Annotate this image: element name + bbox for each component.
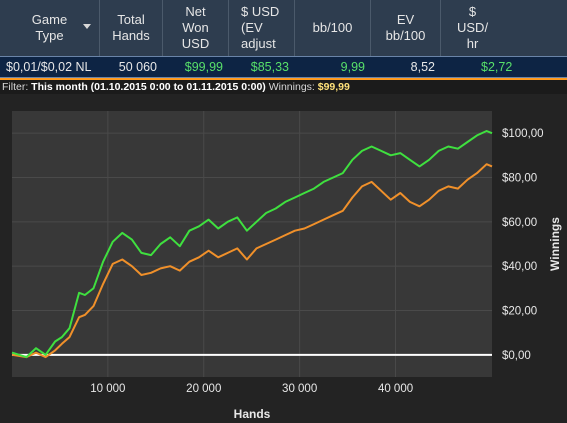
column-header-total-hands[interactable]: Total Hands [100,0,163,56]
cell-ev-adjusted: $85,33 [250,60,289,74]
x-tick-label: 20 000 [186,383,221,395]
column-header-usd-per-hour[interactable]: $ USD/ hr [441,0,567,56]
cell-total-hands: 50 060 [118,60,157,74]
column-header-label: $ USD/ hr [457,4,489,51]
column-header-label: $ USD (EV adjust [241,4,280,51]
column-header-bb100[interactable]: bb/100 [295,0,371,56]
cell-ev-bb100: 8,52 [410,60,435,74]
grid-vertical [107,111,397,377]
column-header-label: bb/100 [312,20,353,35]
series-line-ev-adjusted [11,163,493,359]
filter-value: This month (01.10.2015 0:00 to 01.11.201… [31,81,266,93]
sort-dropdown-icon[interactable] [83,24,91,29]
y-tick-label: $80,00 [502,173,537,185]
winnings-chart: 10 000 20 000 30 000 40 000 $0,00 $20,00 $40,… [0,94,567,423]
x-tick-label: 30 000 [282,383,317,395]
x-axis-title: Hands [234,407,271,421]
y-tick-label: $20,00 [502,306,537,318]
column-header-label: Game Type [31,12,68,43]
y-tick-label: $60,00 [502,217,537,229]
y-axis-title: Winnings [548,217,562,271]
x-tick-label: 10 000 [90,383,125,395]
column-header-label: EV bb/100 [385,12,426,43]
accent-divider [0,78,567,80]
winnings-chart-svg: 10 000 20 000 30 000 40 000 $0,00 $20,00 $40,… [11,111,562,421]
cell-game-type: $0,01/$0,02 NL [6,60,92,74]
x-tick-label: 40 000 [378,383,413,395]
series-layer [11,130,493,359]
filter-bar: Filter: This month (01.10.2015 0:00 to 0… [0,80,567,94]
plot-area [12,111,492,377]
column-header-net-won[interactable]: Net Won USD [163,0,229,56]
y-tick-label: $100,00 [502,128,544,140]
x-tick-labels: 10 000 20 000 30 000 40 000 [90,383,413,395]
y-tick-label: $40,00 [502,261,537,273]
column-header-game-type[interactable]: Game Type [0,0,100,56]
series-line-net-won [11,130,493,359]
winnings-label: Winnings: [268,81,315,93]
y-tick-labels: $0,00 $20,00 $40,00 $60,00 $80,00 $100,00 [502,128,544,362]
column-header-label: Net Won USD [181,4,210,51]
table-row[interactable]: $0,01/$0,02 NL 50 060 $99,99 $85,33 9,99… [0,56,567,78]
column-header-ev-bb100[interactable]: EV bb/100 [371,0,441,56]
cell-usd-per-hour: $2,72 [481,60,513,74]
column-header-ev-adjusted[interactable]: $ USD (EV adjust [229,0,295,56]
winnings-value: $99,99 [317,81,350,93]
stats-table: Game Type Total Hands Net Won USD $ USD … [0,0,567,80]
cell-net-won: $99,99 [184,60,223,74]
filter-label: Filter: [2,81,29,93]
column-header-label: Total Hands [112,12,150,43]
y-tick-label: $0,00 [502,350,531,362]
cell-bb100: 9,99 [340,60,365,74]
